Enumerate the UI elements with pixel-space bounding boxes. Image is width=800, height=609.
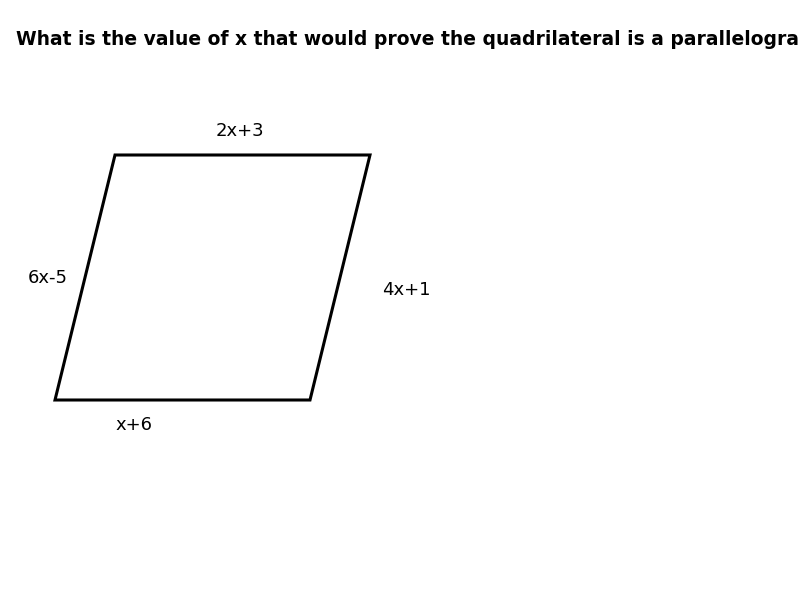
Text: x+6: x+6 [115, 416, 152, 434]
Text: 2x+3: 2x+3 [216, 122, 264, 140]
Polygon shape [55, 155, 370, 400]
Text: 4x+1: 4x+1 [382, 281, 430, 299]
Text: 6x-5: 6x-5 [28, 269, 68, 287]
Text: What is the value of x that would prove the quadrilateral is a parallelogram?: What is the value of x that would prove … [16, 30, 800, 49]
